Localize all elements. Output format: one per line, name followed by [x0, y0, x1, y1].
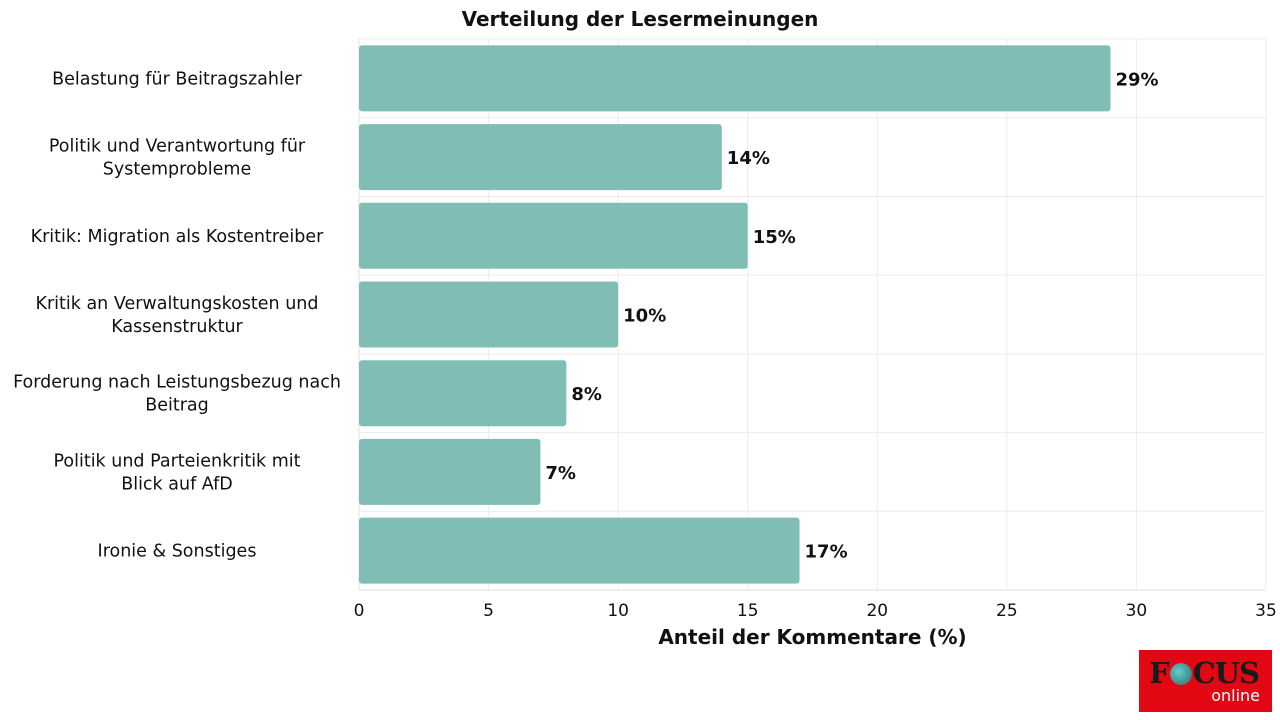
category-label-line: Systemprobleme	[103, 160, 251, 180]
category-label-line: Beitrag	[145, 396, 209, 416]
x-tick-label: 0	[354, 601, 365, 621]
category-label: Belastung für Beitragszahler	[52, 69, 302, 89]
category-label-line: Politik und Parteienkritik mit	[53, 451, 300, 471]
x-axis-title: Anteil der Kommentare (%)	[658, 625, 966, 649]
x-tick-label: 35	[1255, 601, 1277, 621]
category-label: Kritik an Verwaltungskosten und Kassenstr…	[36, 294, 319, 337]
category-label-line: Blick auf AfD	[121, 474, 233, 494]
data-label: 29%	[1116, 69, 1159, 90]
logo-online-text: online	[1211, 686, 1260, 705]
category-label-line: Belastung für Beitragszahler	[52, 69, 302, 89]
category-label: Ironie & Sonstiges	[98, 542, 257, 562]
x-tick-label: 25	[996, 601, 1018, 621]
data-label: 10%	[623, 306, 666, 327]
category-label-line: Kassenstruktur	[111, 317, 243, 337]
data-label: 7%	[545, 463, 576, 484]
x-tick-label: 10	[607, 601, 629, 621]
data-label: 17%	[805, 542, 848, 563]
bar	[359, 281, 619, 348]
x-tick-label: 15	[737, 601, 759, 621]
data-label: 15%	[753, 227, 796, 248]
focus-online-logo: F CUS online	[1139, 650, 1272, 712]
x-tick-label: 5	[483, 601, 494, 621]
category-label-line: Kritik an Verwaltungskosten und	[36, 294, 319, 314]
category-label: Politik und Parteienkritik mit Blick auf …	[53, 451, 300, 494]
bar	[359, 360, 567, 427]
logo-focus-text: F CUS	[1149, 656, 1260, 690]
category-label-line: Kritik: Migration als Kostentreiber	[31, 227, 325, 247]
data-label: 14%	[727, 148, 770, 169]
chart-title: Verteilung der Lesermeinungen	[462, 7, 819, 31]
category-label-line: Ironie & Sonstiges	[98, 542, 257, 562]
category-label: Kritik: Migration als Kostentreiber	[31, 227, 325, 247]
category-label: Forderung nach Leistungsbezug nach Beitra…	[13, 373, 341, 416]
data-label: 8%	[571, 384, 602, 405]
category-label-line: Politik und Verantwortung für	[49, 137, 306, 157]
bar	[359, 438, 541, 505]
x-tick-label: 30	[1126, 601, 1148, 621]
x-tick-label: 20	[866, 601, 888, 621]
category-label-line: Forderung nach Leistungsbezug nach	[13, 373, 341, 393]
bar	[359, 202, 748, 269]
bar	[359, 517, 800, 584]
bar	[359, 45, 1111, 112]
bar	[359, 124, 722, 191]
category-label: Politik und Verantwortung für Systemprobl…	[49, 137, 306, 180]
globe-icon	[1169, 663, 1192, 685]
